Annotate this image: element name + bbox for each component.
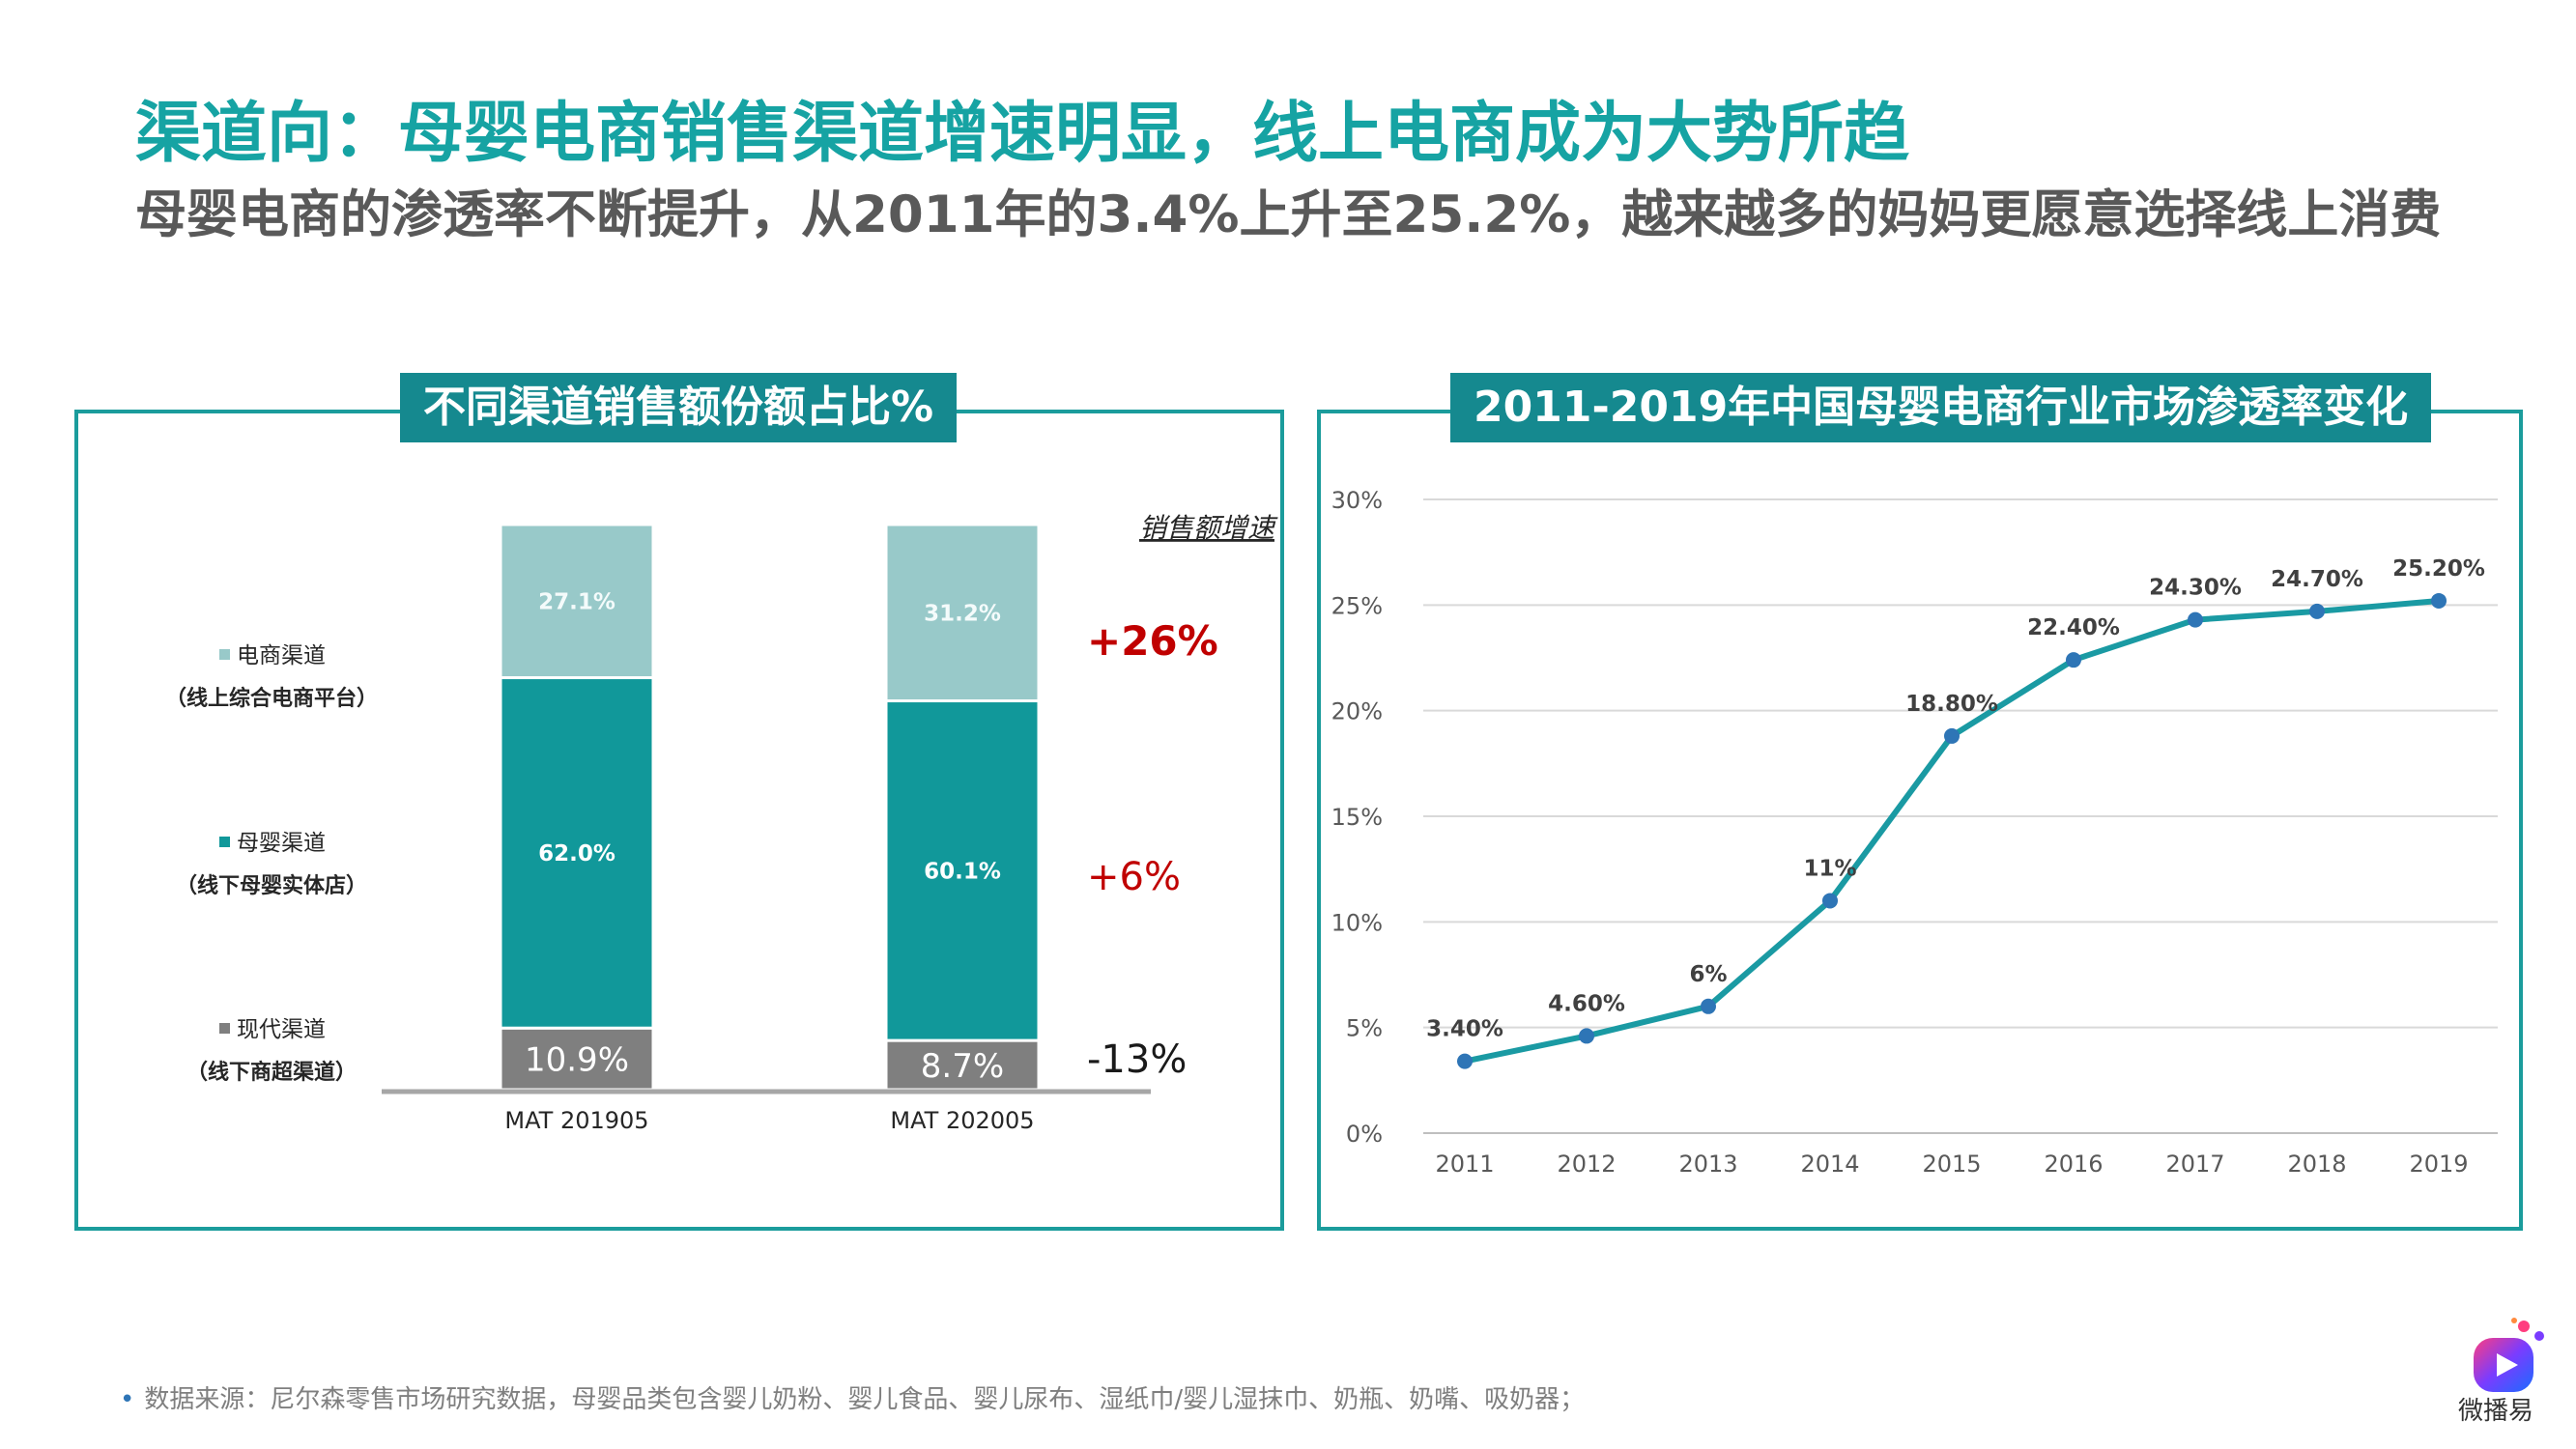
data-point: [2309, 603, 2325, 619]
x-tick-label: 2014: [1800, 1151, 1859, 1178]
data-label: 11%: [1803, 856, 1856, 881]
data-point: [1579, 1028, 1594, 1044]
channel-share-title: 不同渠道销售额份额占比%: [400, 373, 958, 442]
data-point: [1457, 1053, 1473, 1069]
data-point: [2431, 592, 2447, 609]
bar-label-modern-0: 10.9%: [525, 1040, 629, 1079]
bar-label-maternal-0: 62.0%: [538, 841, 615, 867]
growth-rate-maternal: +6%: [1087, 855, 1181, 899]
legend-sublabel-ecommerce: （线上综合电商平台）: [165, 686, 378, 711]
page-title: 渠道向：母婴电商销售渠道增速明显，线上电商成为大势所趋: [135, 96, 1910, 172]
penetration-chart: 0% 5% 10% 15% 20% 25% 30% 3.40% 2011 4.60% 2012 6% 2…: [1331, 487, 2498, 1178]
legend-label-ecommerce: 电商渠道: [237, 643, 326, 668]
channel-share-panel: 不同渠道销售额份额占比% 10.9% 62.0% 27.1% MAT 201905 8.…: [74, 373, 1284, 1231]
bar-modern-0: [499, 1026, 655, 1092]
bar-label-ecommerce-1: 31.2%: [924, 602, 1001, 627]
x-tick-label: 2013: [1678, 1151, 1737, 1178]
x-tick-label: 2015: [1922, 1151, 1981, 1178]
x-tick-label: 2011: [1435, 1151, 1494, 1178]
bar-modern-1: [884, 1038, 1041, 1092]
data-label: 4.60%: [1548, 991, 1625, 1016]
data-label: 18.80%: [1905, 692, 1998, 717]
data-point: [1944, 727, 1960, 744]
data-label: 6%: [1689, 962, 1727, 987]
bar-label-modern-1: 8.7%: [921, 1047, 1004, 1086]
x-tick-label: 2012: [1557, 1151, 1616, 1178]
data-label: 3.40%: [1426, 1017, 1503, 1042]
x-tick-label: 2019: [2409, 1151, 2468, 1178]
legend-sublabel-maternal: （线下母婴实体店）: [176, 873, 367, 898]
legend-sublabel-modern: （线下商超渠道）: [186, 1060, 357, 1085]
data-point: [1822, 893, 1838, 909]
legend-label-modern: 现代渠道: [237, 1017, 326, 1042]
y-tick-label: 30%: [1331, 487, 1383, 514]
bullet-icon: •: [120, 1385, 135, 1414]
y-tick-label: 0%: [1346, 1121, 1383, 1148]
legend-swatch-modern: [219, 1023, 230, 1034]
data-label: 25.20%: [2392, 556, 2485, 582]
growth-header: 销售额增速: [1139, 512, 1278, 544]
bar-label-maternal-1: 60.1%: [924, 860, 1001, 885]
data-point: [2188, 611, 2203, 628]
data-source-text: 数据来源：尼尔森零售市场研究数据，母婴品类包含婴儿奶粉、婴儿食品、婴儿尿布、湿纸…: [144, 1385, 1586, 1414]
brand-logo-icon: [2474, 1318, 2544, 1392]
bar-ecommerce-0: [499, 523, 655, 680]
y-tick-label: 5%: [1346, 1015, 1383, 1042]
x-tick-label: 2018: [2287, 1151, 2346, 1178]
bar-ecommerce-1: [884, 523, 1041, 703]
y-tick-label: 25%: [1331, 592, 1383, 619]
x-tick-label: MAT 202005: [890, 1107, 1034, 1134]
legend-label-maternal: 母婴渠道: [237, 831, 326, 856]
brand-label: 微播易: [2458, 1397, 2534, 1426]
legend-swatch-maternal: [219, 837, 230, 847]
y-tick-label: 20%: [1331, 698, 1383, 725]
data-point: [1701, 998, 1716, 1014]
x-tick-label: 2016: [2044, 1151, 2103, 1178]
growth-rate-ecommerce: +26%: [1087, 617, 1218, 665]
x-tick-label: 2017: [2165, 1151, 2224, 1178]
channel-share-chart: 10.9% 62.0% 27.1% MAT 201905 8.7% 60.1% 31.2% M…: [165, 512, 1278, 1134]
bar-maternal-1: [884, 699, 1041, 1042]
legend-swatch-ecommerce: [219, 649, 230, 660]
x-tick-label: MAT 201905: [504, 1107, 648, 1134]
data-source-note: • 数据来源：尼尔森零售市场研究数据，母婴品类包含婴儿奶粉、婴儿食品、婴儿尿布、湿…: [120, 1379, 1585, 1415]
y-tick-label: 15%: [1331, 804, 1383, 831]
data-label: 22.40%: [2027, 615, 2120, 640]
growth-rate-modern: -13%: [1087, 1037, 1187, 1082]
penetration-panel: 2011-2019年中国母婴电商行业市场渗透率变化 0% 5% 10% 15% 20% 2…: [1317, 373, 2523, 1231]
y-tick-label: 10%: [1331, 909, 1383, 936]
bar-label-ecommerce-0: 27.1%: [538, 590, 615, 615]
data-label: 24.30%: [2149, 576, 2242, 601]
bar-maternal-0: [499, 676, 655, 1030]
data-label: 24.70%: [2271, 567, 2363, 592]
page-subtitle: 母婴电商的渗透率不断提升，从2011年的3.4%上升至25.2%，越来越多的妈妈…: [135, 185, 2442, 244]
penetration-title: 2011-2019年中国母婴电商行业市场渗透率变化: [1450, 373, 2432, 442]
data-point: [2066, 652, 2081, 668]
